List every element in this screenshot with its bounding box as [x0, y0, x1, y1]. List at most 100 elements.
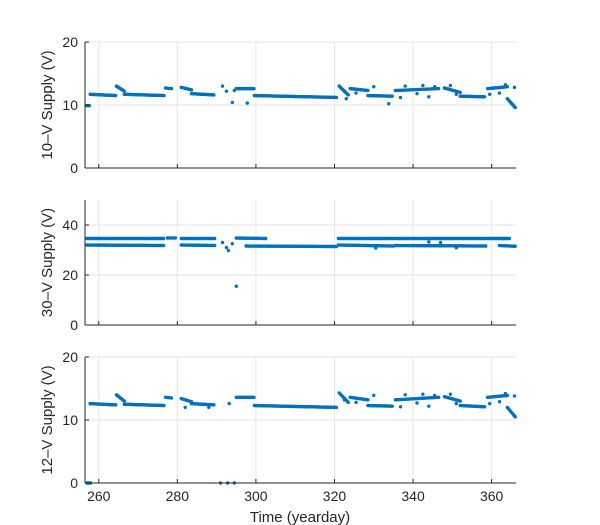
- data-point: [421, 392, 425, 396]
- data-point: [427, 404, 431, 408]
- data-point: [387, 102, 391, 106]
- data-point: [458, 399, 462, 403]
- data-point: [482, 405, 487, 409]
- data-point: [487, 401, 492, 406]
- x-tick-label: 280: [166, 488, 190, 504]
- data-point: [513, 415, 517, 419]
- data-point: [212, 93, 216, 97]
- data-point: [169, 86, 174, 91]
- data-point: [507, 236, 512, 241]
- x-tick-label: 300: [244, 488, 268, 504]
- data-point: [224, 245, 229, 250]
- data-point: [513, 244, 517, 248]
- data-point: [226, 248, 231, 253]
- data-point: [497, 91, 502, 95]
- y-tick-label: 0: [70, 160, 78, 176]
- data-point: [398, 405, 403, 409]
- data-point: [234, 284, 238, 288]
- data-point: [513, 105, 517, 110]
- data-point: [252, 395, 256, 400]
- data-point: [448, 83, 453, 88]
- data-point: [398, 95, 403, 100]
- y-tick-label: 0: [70, 475, 78, 491]
- data-point: [354, 400, 358, 405]
- data-point: [344, 97, 348, 101]
- data-point: [224, 89, 229, 93]
- data-point: [212, 236, 217, 241]
- data-point: [212, 243, 217, 248]
- x-tick-label: 260: [87, 488, 111, 504]
- data-point: [169, 396, 174, 400]
- y-tick-label: 20: [62, 34, 78, 50]
- plot-30v-supply: 0 20 40 30–V Supply (V): [39, 200, 517, 333]
- data-point: [512, 85, 517, 90]
- data-point: [448, 392, 453, 396]
- y-tick-label: 10: [62, 97, 78, 113]
- data-point: [390, 94, 394, 98]
- data-point: [432, 85, 437, 89]
- data-point: [189, 88, 194, 92]
- y-tick-label: 10: [62, 412, 78, 428]
- data-point: [122, 399, 126, 403]
- data-point: [220, 84, 225, 88]
- data-point: [421, 83, 425, 88]
- data-point: [162, 403, 166, 408]
- data-point: [230, 100, 235, 105]
- data-point: [113, 403, 118, 407]
- data-point: [427, 95, 431, 99]
- data-point: [372, 393, 376, 398]
- data-point: [454, 246, 458, 250]
- data-point: [403, 84, 407, 88]
- data-point: [487, 92, 492, 96]
- data-point: [512, 394, 517, 398]
- data-point: [252, 86, 256, 91]
- data-point: [427, 240, 431, 244]
- data-point: [436, 395, 441, 400]
- data-point: [161, 236, 166, 241]
- x-axis-label: Time (yearday): [250, 509, 350, 525]
- data-point: [372, 85, 376, 89]
- data-point: [230, 242, 235, 246]
- data-point: [458, 90, 462, 95]
- data-point: [212, 403, 216, 407]
- data-point: [403, 393, 407, 397]
- data-point: [432, 393, 437, 398]
- data-point: [227, 401, 231, 406]
- data-point: [482, 95, 487, 99]
- data-point: [484, 244, 488, 248]
- plots-layer: 0 10 20 10–V Supply (V) 0 20 40 30–V Supply (V)…: [39, 34, 517, 504]
- data-point: [122, 89, 126, 93]
- x-tick-label: 320: [323, 488, 347, 504]
- data-point: [374, 246, 378, 250]
- data-point: [342, 89, 347, 93]
- data-point: [87, 103, 92, 108]
- data-point: [497, 400, 502, 404]
- data-point: [162, 93, 166, 98]
- data-point: [207, 405, 211, 410]
- data-point: [503, 391, 508, 396]
- data-point: [503, 83, 508, 87]
- series-30v-supply: [85, 236, 517, 288]
- data-point: [346, 93, 350, 97]
- series-12v-supply: [85, 391, 517, 485]
- plot-10v-supply: 0 10 20 10–V Supply (V): [39, 34, 517, 176]
- data-point: [245, 101, 249, 105]
- data-point: [436, 86, 441, 91]
- y-tick-label: 0: [70, 317, 78, 333]
- data-point: [415, 401, 419, 405]
- data-point: [390, 404, 394, 408]
- y-axis-label-12v-supply: 12–V Supply (V): [39, 365, 56, 474]
- data-point: [454, 401, 458, 406]
- data-point: [173, 236, 178, 240]
- data-point: [183, 405, 187, 410]
- data-point: [346, 400, 350, 405]
- data-point: [334, 95, 339, 100]
- x-tick-label: 340: [401, 488, 425, 504]
- y-tick-label: 40: [62, 217, 78, 233]
- data-point: [366, 88, 370, 93]
- data-point: [232, 88, 236, 93]
- data-point: [438, 240, 443, 245]
- data-point: [366, 398, 370, 402]
